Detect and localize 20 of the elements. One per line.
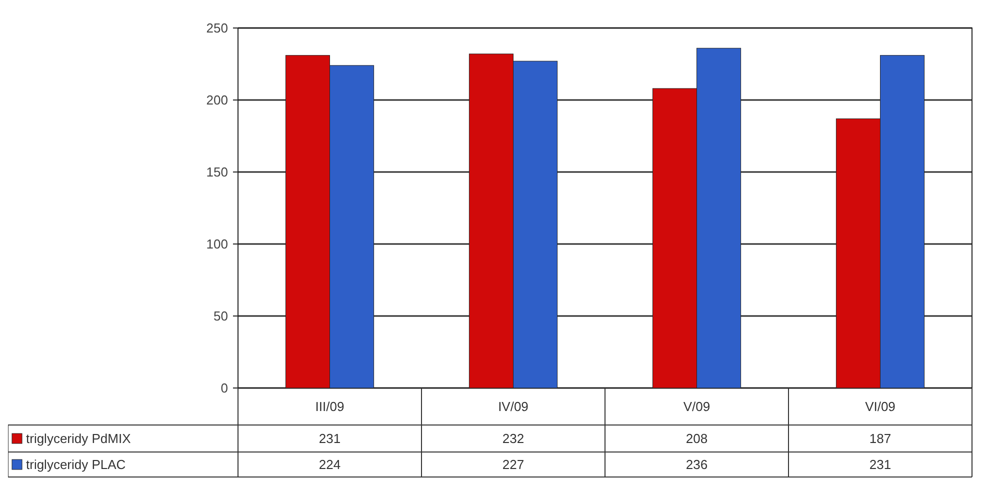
data-label: 231 xyxy=(869,457,892,472)
y-tick-label: 150 xyxy=(206,164,228,180)
data-label: 187 xyxy=(869,431,892,446)
data-label: 236 xyxy=(686,457,708,472)
y-tick-label: 200 xyxy=(206,92,228,108)
data-label: 208 xyxy=(686,431,708,446)
x-tick-label: III/09 xyxy=(315,399,344,414)
y-tick-label: 250 xyxy=(206,20,228,36)
y-tick-label: 0 xyxy=(220,380,228,396)
x-tick-label: IV/09 xyxy=(498,399,528,414)
data-label: 231 xyxy=(318,431,341,446)
data-label: 227 xyxy=(502,457,524,472)
legend-label: triglyceridy PdMIX xyxy=(26,431,132,446)
data-label: 224 xyxy=(318,457,341,472)
y-tick-label: 50 xyxy=(214,308,228,324)
y-tick-label: 100 xyxy=(206,236,228,252)
legend-label: triglyceridy PLAC xyxy=(26,457,126,472)
x-tick-label: VI/09 xyxy=(865,399,896,414)
data-label: 232 xyxy=(502,431,524,446)
x-tick-label: V/09 xyxy=(683,399,710,414)
